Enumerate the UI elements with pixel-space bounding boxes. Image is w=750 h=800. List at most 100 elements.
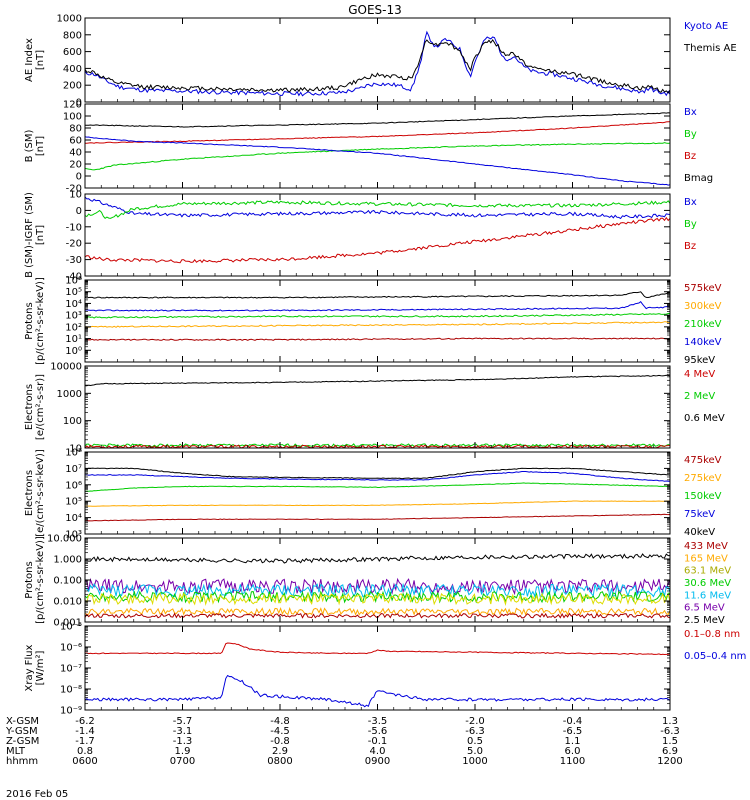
series-electrons2-475 bbox=[85, 513, 670, 522]
footer-value: -1.3 bbox=[173, 736, 193, 747]
y-tick-label: 120 bbox=[63, 100, 82, 111]
y-axis-label: Protons bbox=[24, 561, 35, 598]
y-tick-label: 10⁶ bbox=[65, 276, 82, 287]
y-tick-label: 10⁵ bbox=[65, 497, 82, 508]
y-tick-label: 0.100 bbox=[53, 576, 82, 587]
footer-value: 0900 bbox=[365, 756, 390, 767]
legend-item: 75keV bbox=[684, 509, 715, 520]
y-tick-label: 100 bbox=[63, 416, 82, 427]
y-tick-label: 10³ bbox=[65, 311, 82, 322]
y-axis-label: Electrons bbox=[24, 470, 35, 516]
series-bsm-bx bbox=[85, 136, 670, 186]
legend-item: Bz bbox=[684, 241, 696, 252]
y-tick-label: 40 bbox=[69, 148, 82, 159]
legend-item: 40keV bbox=[684, 527, 715, 538]
series-electrons2-275 bbox=[85, 500, 670, 507]
footer-value: 1.3 bbox=[662, 716, 678, 727]
y-axis-label: Protons bbox=[24, 302, 35, 339]
y-tick-label: 10000 bbox=[50, 362, 82, 373]
legend-item: 300keV bbox=[684, 301, 722, 312]
y-tick-label: 10⁻⁸ bbox=[60, 685, 82, 696]
footer-value: -3.1 bbox=[173, 726, 193, 737]
y-tick-label: 80 bbox=[69, 124, 82, 135]
y-tick-label: 10 bbox=[69, 190, 82, 201]
series-electrons2-75 bbox=[85, 471, 670, 482]
panel-frame bbox=[84, 279, 671, 363]
y-tick-label: 10⁴ bbox=[65, 513, 82, 524]
panel-ae: 0 200 400 600 800 1000 AE Index [nT] Kyoto AE The… bbox=[24, 14, 737, 109]
legend-item: 575keV bbox=[684, 283, 722, 294]
footer-value: -1.7 bbox=[75, 736, 95, 747]
y-tick-label: 10.000 bbox=[47, 534, 82, 545]
panel-bigrf: -40 -30 -20 -10 0 10 B (SM)-IGRF (SM) [nT] Bx By B… bbox=[24, 190, 697, 283]
series-xray-short bbox=[85, 674, 670, 708]
footer-value: 1.1 bbox=[565, 736, 581, 747]
footer-value: 1.5 bbox=[662, 736, 678, 747]
series-bsm-by bbox=[85, 142, 670, 171]
y-tick-label: 0 bbox=[76, 206, 82, 217]
y-tick-label: 800 bbox=[63, 30, 82, 41]
y-tick-label: 0 bbox=[76, 98, 82, 109]
legend-item: By bbox=[684, 129, 697, 140]
legend-item: 11.6 MeV bbox=[684, 590, 731, 601]
footer-value: 0600 bbox=[72, 756, 97, 767]
series-ae-themis-ae bbox=[85, 38, 670, 94]
y-tick-label: 10⁰ bbox=[65, 346, 82, 357]
series-bigrf-bz bbox=[85, 216, 670, 264]
series-protons1-darkred bbox=[85, 337, 670, 341]
y-tick-label: -30 bbox=[66, 255, 82, 266]
footer-row-label: MLT bbox=[6, 746, 26, 757]
y-tick-label: 10² bbox=[65, 322, 82, 333]
panel-electrons1: 10 100 1000 10000 Electrons [e/(cm²-s-sr)] 4 M… bbox=[24, 362, 725, 455]
legend-item: By bbox=[684, 219, 697, 230]
y-tick-label: 10⁸ bbox=[65, 448, 82, 459]
footer-value: -0.1 bbox=[368, 736, 388, 747]
footer-value: -2.0 bbox=[465, 716, 485, 727]
y-tick-label: 10³ bbox=[65, 530, 82, 541]
y-axis-label: B (SM) bbox=[24, 129, 35, 162]
panel-frame bbox=[84, 17, 671, 103]
figure-title: GOES-13 bbox=[348, 3, 402, 17]
y-axis-label: AE Index bbox=[24, 38, 35, 82]
legend-item: 6.5 MeV bbox=[684, 603, 725, 614]
legend-item: 0.6 MeV bbox=[684, 413, 725, 424]
series-electrons2-150 bbox=[85, 482, 670, 492]
footer-value: 0.5 bbox=[467, 736, 483, 747]
series-ae-kyoto-ae bbox=[85, 30, 670, 97]
footer-value: 1100 bbox=[560, 756, 585, 767]
legend-item: 4 MeV bbox=[684, 369, 715, 380]
series-protons1-orange bbox=[85, 321, 670, 328]
series-protons2-63-1 bbox=[85, 591, 670, 606]
series-bsm-bmag bbox=[85, 112, 670, 128]
footer-value: 0.8 bbox=[77, 746, 93, 757]
footer-row-label: Z-GSM bbox=[6, 736, 39, 747]
panel-frame bbox=[84, 625, 671, 711]
panel-protons2: 0.001 0.010 0.100 1.000 10.000 Protons [p/(cm²… bbox=[24, 534, 731, 629]
x-axis-footer: X-GSM -6.2 -5.7 -4.8 -3.5 -2.0 -0.4 1.3 Y-GSM -1.… bbox=[5, 716, 683, 767]
y-tick-label: 10⁻⁹ bbox=[60, 706, 82, 717]
y-tick-label: 1.000 bbox=[53, 555, 82, 566]
footer-value: 4.0 bbox=[370, 746, 386, 757]
footer-value: 1200 bbox=[657, 756, 682, 767]
legend-item: 140keV bbox=[684, 337, 722, 348]
y-axis-label: [nT] bbox=[35, 136, 46, 156]
y-tick-label: 0.010 bbox=[53, 597, 82, 608]
footer-value: 1000 bbox=[462, 756, 487, 767]
legend-item: 433 MeV bbox=[684, 541, 728, 552]
y-axis-label: [p/(cm²-s-sr-keV)] bbox=[35, 536, 46, 624]
y-tick-label: 10⁵ bbox=[65, 287, 82, 298]
y-axis-label: Xray Flux bbox=[24, 644, 35, 691]
y-tick-label: 10⁷ bbox=[65, 464, 82, 475]
legend-item: 210keV bbox=[684, 319, 722, 330]
y-tick-label: 0 bbox=[76, 172, 82, 183]
footer-value: 2.9 bbox=[272, 746, 288, 757]
legend-item: 475keV bbox=[684, 455, 722, 466]
footer-value: 1.9 bbox=[175, 746, 191, 757]
y-tick-label: 1000 bbox=[57, 14, 82, 25]
footer-value: -6.5 bbox=[563, 726, 583, 737]
y-tick-label: -10 bbox=[66, 222, 82, 233]
footer-row-label: X-GSM bbox=[6, 716, 39, 727]
